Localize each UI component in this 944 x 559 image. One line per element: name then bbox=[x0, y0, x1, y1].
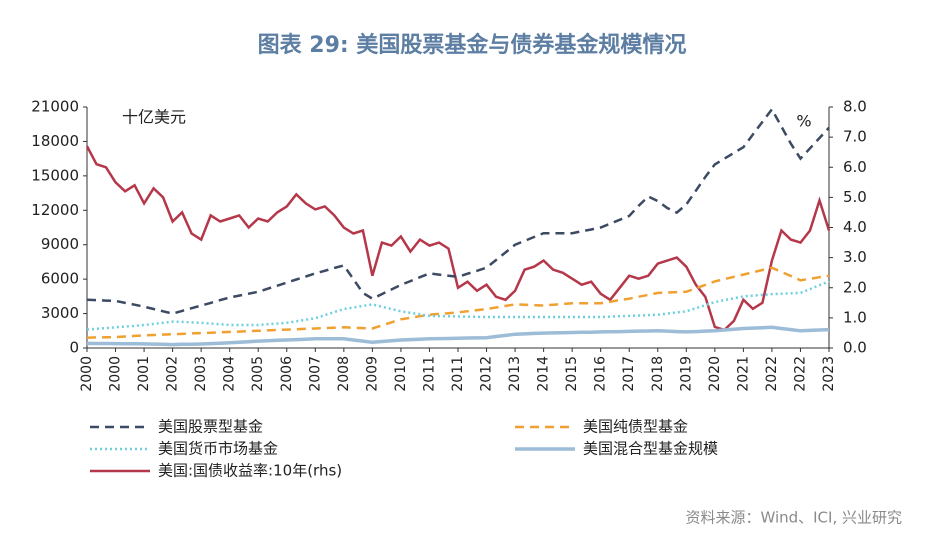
y-unit: 十亿美元 bbox=[122, 108, 186, 127]
y2-tick-label: 5.0 bbox=[843, 188, 867, 206]
chart-title: 图表 29: 美国股票基金与债券基金规模情况 bbox=[258, 32, 687, 58]
x-tick-label: 2010 bbox=[393, 356, 409, 392]
x-tick-label: 2006 bbox=[279, 356, 295, 392]
x-tick-label: 2001 bbox=[136, 356, 152, 392]
x-tick-label: 2017 bbox=[621, 356, 637, 392]
x-tick-label: 2021 bbox=[735, 356, 751, 392]
x-tick-label: 2020 bbox=[707, 356, 723, 392]
y-tick-label: 6000 bbox=[41, 270, 79, 288]
legend-label: 美国股票型基金 bbox=[158, 418, 263, 436]
legend-label: 美国混合型基金规模 bbox=[583, 440, 718, 458]
x-tick-label: 2000 bbox=[79, 356, 95, 392]
y-tick-label: 3000 bbox=[41, 304, 79, 322]
x-tick-label: 2003 bbox=[193, 356, 209, 392]
x-tick-label: 2000 bbox=[108, 356, 124, 392]
legend-label: 美国货币市场基金 bbox=[158, 440, 278, 458]
y2-tick-label: 7.0 bbox=[843, 128, 867, 146]
source: 资料来源：Wind、ICI, 兴业研究 bbox=[685, 509, 902, 527]
y-tick-label: 0 bbox=[69, 339, 79, 357]
y2-tick-label: 4.0 bbox=[843, 218, 867, 236]
x-tick-label: 2008 bbox=[336, 356, 352, 392]
y-tick-label: 18000 bbox=[31, 132, 79, 150]
y2-tick-label: 3.0 bbox=[843, 248, 867, 266]
x-tick-label: 2013 bbox=[507, 356, 523, 392]
y-tick-label: 15000 bbox=[31, 166, 79, 184]
x-tick-label: 2009 bbox=[364, 356, 380, 392]
y2-tick-label: 8.0 bbox=[843, 98, 867, 116]
legend-label: 美国:国债收益率:10年(rhs) bbox=[158, 462, 342, 480]
y2-unit: % bbox=[796, 112, 811, 131]
series-line bbox=[86, 107, 830, 315]
y2-tick-label: 1.0 bbox=[843, 308, 867, 326]
x-tick-label: 2012 bbox=[479, 356, 495, 392]
x-tick-label: 2015 bbox=[564, 356, 580, 392]
series-line bbox=[85, 145, 831, 332]
series-line bbox=[86, 325, 830, 347]
y-tick-label: 12000 bbox=[31, 201, 79, 219]
x-tick-label: 2022 bbox=[792, 356, 808, 392]
x-tick-label: 2011 bbox=[421, 356, 437, 392]
x-tick-label: 2007 bbox=[307, 356, 323, 392]
y2-tick-label: 0.0 bbox=[843, 339, 867, 357]
x-tick-label: 2005 bbox=[250, 356, 266, 392]
x-tick-label: 2002 bbox=[165, 356, 181, 392]
x-tick-label: 2004 bbox=[222, 356, 238, 392]
x-tick-label: 2023 bbox=[821, 356, 837, 392]
y2-tick-label: 2.0 bbox=[843, 278, 867, 296]
legend-label: 美国纯债型基金 bbox=[583, 418, 688, 436]
y-tick-label: 21000 bbox=[31, 98, 79, 116]
x-tick-label: 2019 bbox=[678, 356, 694, 392]
x-tick-label: 2011 bbox=[450, 356, 466, 392]
y2-tick-label: 6.0 bbox=[843, 158, 867, 176]
x-tick-label: 2016 bbox=[593, 356, 609, 392]
series-line bbox=[86, 266, 830, 339]
x-tick-label: 2018 bbox=[650, 356, 666, 392]
x-tick-label: 2014 bbox=[536, 356, 552, 392]
x-tick-label: 2022 bbox=[764, 356, 780, 392]
y-tick-label: 9000 bbox=[41, 235, 79, 253]
